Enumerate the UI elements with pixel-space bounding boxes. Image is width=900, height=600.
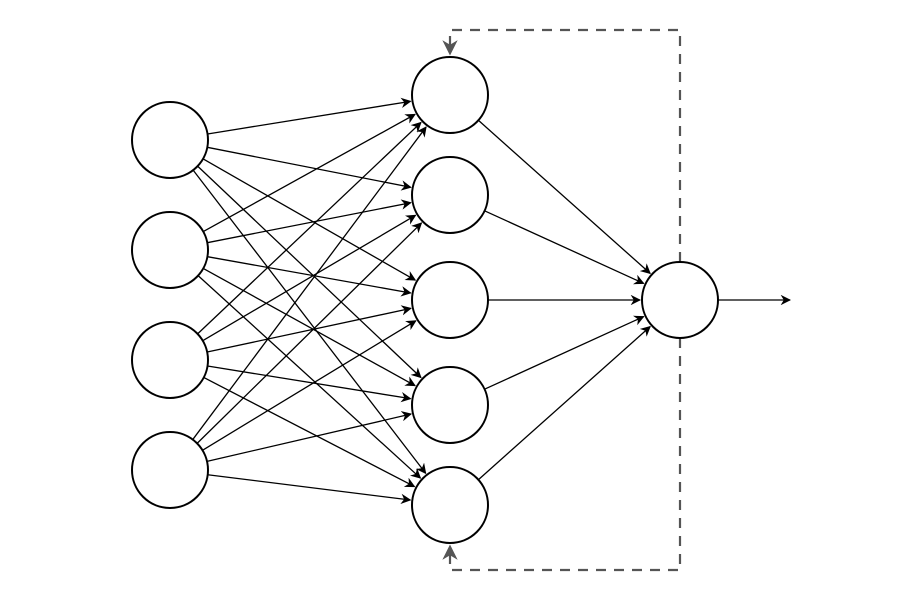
connection-edge xyxy=(193,127,426,440)
connection-edge xyxy=(197,223,421,443)
connection-edge xyxy=(202,321,415,451)
connection-edge xyxy=(198,276,420,478)
connection-edge xyxy=(198,166,421,377)
connection-edge xyxy=(207,414,411,461)
connection-edge xyxy=(207,147,410,187)
connection-edge xyxy=(203,114,415,231)
output-node xyxy=(642,262,718,338)
hidden-node xyxy=(412,262,488,338)
neural-network-diagram xyxy=(0,0,900,600)
connection-edge xyxy=(203,268,415,385)
connection-edge xyxy=(478,327,650,480)
input-node xyxy=(132,102,208,178)
input-node xyxy=(132,432,208,508)
connection-edge xyxy=(208,475,411,500)
input-node xyxy=(132,212,208,288)
connection-edge xyxy=(478,120,650,273)
hidden-node xyxy=(412,157,488,233)
feedback-edge xyxy=(450,30,680,262)
hidden-node xyxy=(412,467,488,543)
connection-edge xyxy=(208,366,411,399)
input-node xyxy=(132,322,208,398)
hidden-node xyxy=(412,367,488,443)
connection-edge xyxy=(198,122,421,333)
feedback-edge xyxy=(450,338,680,570)
connection-edge xyxy=(208,101,411,134)
connection-edge xyxy=(207,308,411,352)
hidden-node xyxy=(412,57,488,133)
connection-edge xyxy=(193,170,426,473)
